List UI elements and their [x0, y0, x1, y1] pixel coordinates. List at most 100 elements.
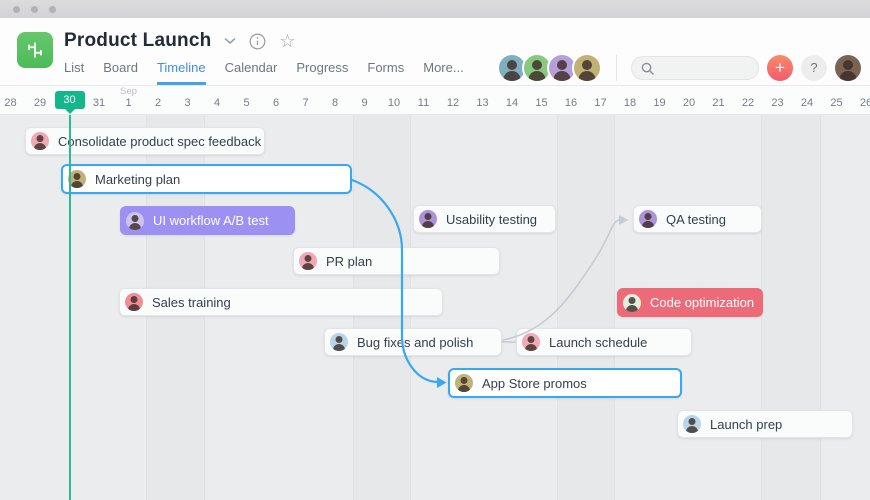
today-marker-line	[68, 108, 71, 500]
search-input[interactable]	[631, 56, 759, 80]
window-titlebar	[0, 0, 870, 18]
assignee-avatar	[683, 415, 701, 433]
window-minimize-button[interactable]	[31, 5, 38, 13]
assignee-avatar	[31, 132, 49, 150]
tab-timeline[interactable]: Timeline	[156, 60, 206, 85]
assignee-avatar	[125, 293, 143, 311]
axis-date: 17	[594, 97, 607, 109]
view-tabs: List Board Timeline Calendar Progress Forms Mo…	[64, 60, 464, 85]
task-label: Usability testing	[446, 211, 538, 227]
search-icon	[641, 62, 654, 75]
axis-date: 7	[302, 97, 309, 109]
project-header: Product Launch ☆ List Board Timeline Calend…	[0, 18, 870, 86]
axis-date: 13	[476, 97, 489, 109]
assignee-avatar	[419, 210, 437, 228]
assignee-avatar	[299, 252, 317, 270]
header-divider	[616, 55, 617, 81]
assignee-avatar	[522, 333, 540, 351]
task-label: Consolidate product spec feedback	[58, 133, 262, 149]
task-bar-ui-workflow-a-b-test[interactable]: UI workflow A/B test	[120, 206, 295, 235]
team-avatars	[497, 53, 602, 83]
task-bar-launch-prep[interactable]: Launch prep	[677, 410, 853, 438]
user-avatar[interactable]	[835, 55, 861, 81]
tab-progress[interactable]: Progress	[296, 60, 349, 75]
timeline-glyph-icon	[28, 42, 42, 58]
axis-date: 19	[653, 97, 666, 109]
weekend-band	[761, 114, 821, 500]
task-label: UI workflow A/B test	[153, 213, 269, 228]
tab-forms[interactable]: Forms	[367, 60, 405, 75]
axis-date: 10	[387, 97, 401, 109]
task-bar-bug-fixes-and-polish[interactable]: Bug fixes and polish	[324, 328, 502, 356]
chevron-down-icon[interactable]	[224, 37, 236, 45]
task-bar-marketing-plan[interactable]: Marketing plan	[61, 164, 352, 194]
team-member-avatar	[572, 53, 602, 83]
tab-list[interactable]: List	[64, 60, 85, 75]
axis-date: 25	[830, 97, 843, 109]
task-bar-launch-schedule[interactable]: Launch schedule	[516, 328, 692, 356]
axis-date: 1	[125, 97, 132, 109]
axis-date: 18	[623, 97, 637, 109]
task-label: Bug fixes and polish	[357, 334, 474, 350]
info-icon[interactable]	[249, 33, 266, 50]
axis-date: 12	[446, 97, 460, 109]
axis-date: 29	[33, 97, 47, 109]
axis-date: 21	[712, 97, 725, 109]
timeline-date-axis[interactable]: 28 29 30 31 1 2 3 4 5 6 7 8 9 10 11 12 13 14 15 16 17 18 19 20 2…	[0, 85, 870, 115]
timeline-chart-area[interactable]: Consolidate product spec feedback Marketi…	[0, 114, 870, 500]
window-close-button[interactable]	[13, 5, 20, 13]
window-zoom-button[interactable]	[49, 5, 56, 13]
task-label: Code optimization	[650, 295, 755, 310]
axis-date: 5	[243, 97, 250, 109]
task-label: App Store promos	[482, 375, 587, 391]
assignee-avatar	[639, 210, 657, 228]
task-bar-pr-plan[interactable]: PR plan	[293, 247, 500, 275]
axis-date: 11	[417, 97, 430, 109]
header-right-cluster: + ?	[497, 53, 861, 83]
task-label: QA testing	[666, 211, 726, 227]
axis-date: 31	[92, 97, 106, 109]
tab-calendar[interactable]: Calendar	[224, 60, 278, 75]
axis-date: 14	[505, 97, 519, 109]
axis-date: 4	[213, 97, 221, 109]
axis-date: 16	[564, 97, 578, 109]
assignee-avatar	[455, 374, 473, 392]
assignee-avatar	[126, 211, 144, 230]
axis-date: 6	[272, 97, 280, 109]
task-bar-consolidate-product-spec-feedback[interactable]: Consolidate product spec feedback	[25, 127, 265, 155]
axis-month-label: Sep	[120, 86, 137, 97]
star-favorite-icon[interactable]: ☆	[279, 30, 296, 51]
assignee-avatar	[330, 333, 348, 351]
assignee-avatar	[68, 170, 86, 188]
axis-date: 23	[771, 97, 784, 109]
axis-date: 8	[331, 97, 339, 109]
today-badge[interactable]: 30	[54, 91, 85, 109]
axis-date: 9	[361, 97, 368, 109]
task-bar-code-optimization[interactable]: Code optimization	[617, 288, 763, 317]
axis-date: 28	[4, 97, 17, 109]
add-button[interactable]: +	[767, 55, 793, 81]
help-button[interactable]: ?	[801, 55, 827, 81]
tab-board[interactable]: Board	[103, 60, 138, 75]
axis-date: 2	[154, 97, 162, 109]
axis-date: 20	[682, 97, 696, 109]
axis-date: 3	[184, 97, 191, 109]
task-label: PR plan	[326, 253, 373, 269]
project-color-icon[interactable]	[17, 32, 53, 68]
task-bar-sales-training[interactable]: Sales training	[119, 288, 443, 316]
task-label: Marketing plan	[95, 171, 181, 187]
tab-more[interactable]: More...	[423, 60, 464, 75]
axis-date: 24	[800, 97, 814, 109]
axis-date: 26	[859, 97, 870, 109]
axis-date: 22	[741, 97, 755, 109]
task-bar-qa-testing[interactable]: QA testing	[633, 205, 762, 233]
page-title: Product Launch	[64, 30, 212, 51]
task-bar-app-store-promos[interactable]: App Store promos	[448, 368, 682, 398]
task-label: Launch prep	[710, 416, 783, 432]
weekend-band	[557, 114, 615, 500]
assignee-avatar	[623, 293, 641, 312]
axis-date: 15	[535, 97, 548, 109]
task-bar-usability-testing[interactable]: Usability testing	[413, 205, 556, 233]
task-label: Launch schedule	[549, 334, 648, 350]
team-member-avatar	[497, 53, 527, 83]
